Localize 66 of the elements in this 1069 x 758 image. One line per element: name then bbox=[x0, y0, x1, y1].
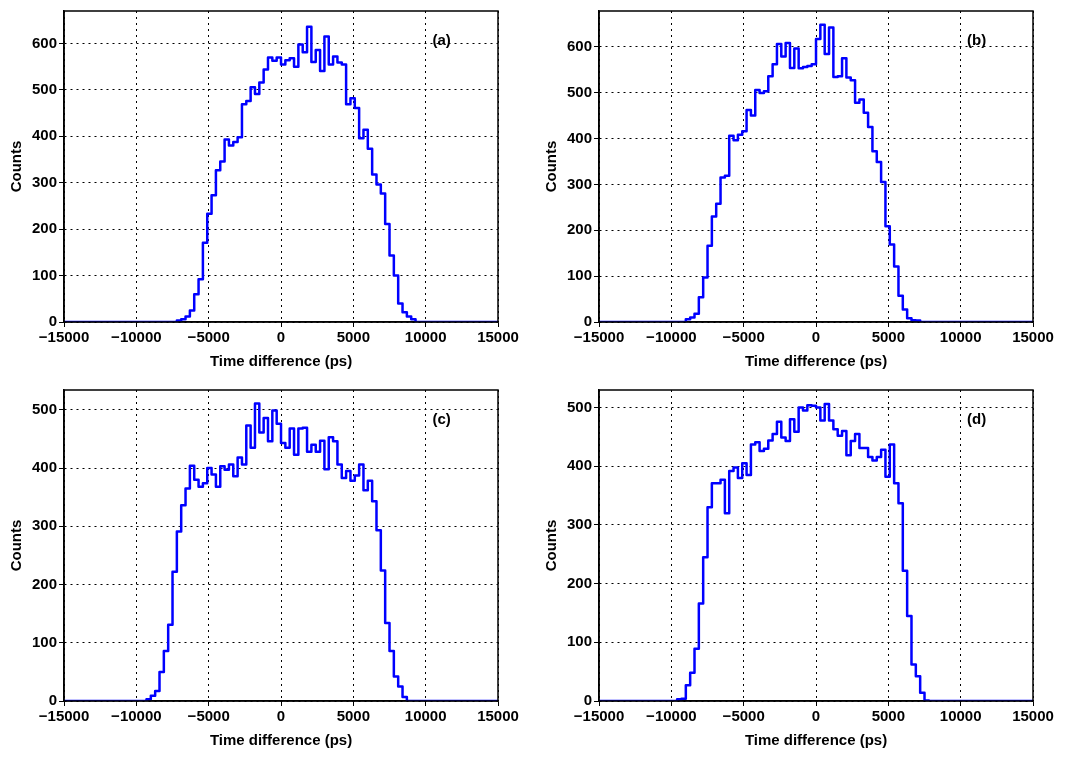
x-tick-label: 5000 bbox=[871, 328, 906, 346]
y-tick-label: 0 bbox=[48, 691, 58, 709]
y-tick-label: 100 bbox=[567, 266, 593, 284]
x-tick-label: 5000 bbox=[336, 328, 371, 346]
y-axis-title: Counts bbox=[7, 140, 25, 193]
y-axis-title: Counts bbox=[542, 140, 560, 193]
y-tick-label: 500 bbox=[567, 82, 593, 100]
y-tick-label: 0 bbox=[583, 312, 593, 330]
annotation: (c) bbox=[432, 410, 451, 428]
x-tick-label: 0 bbox=[276, 707, 286, 725]
x-tick-label: 5000 bbox=[871, 707, 906, 725]
y-tick-label: 400 bbox=[32, 126, 58, 144]
x-tick-label: −10000 bbox=[111, 328, 162, 346]
x-axis-title: Time difference (ps) bbox=[209, 731, 353, 749]
y-tick-label: 200 bbox=[567, 220, 593, 238]
x-tick-label: 15000 bbox=[1012, 707, 1054, 725]
y-tick-label: 300 bbox=[567, 515, 593, 533]
x-tick-label: −5000 bbox=[722, 707, 765, 725]
x-tick-label: 15000 bbox=[477, 328, 519, 346]
x-axis-title: Time difference (ps) bbox=[744, 352, 888, 370]
y-tick-label: 500 bbox=[567, 397, 593, 415]
y-tick-label: 0 bbox=[48, 312, 58, 330]
x-tick-label: 15000 bbox=[477, 707, 519, 725]
y-tick-label: 200 bbox=[567, 573, 593, 591]
x-tick-label: −10000 bbox=[646, 707, 697, 725]
x-tick-label: 10000 bbox=[404, 328, 447, 346]
y-tick-label: 200 bbox=[32, 219, 58, 237]
x-tick-label: 0 bbox=[811, 328, 821, 346]
y-tick-label: 500 bbox=[32, 80, 58, 98]
y-tick-label: 100 bbox=[32, 265, 58, 283]
y-tick-label: 200 bbox=[32, 574, 58, 592]
x-tick-label: −15000 bbox=[573, 328, 625, 346]
y-tick-label: 100 bbox=[567, 632, 593, 650]
x-tick-label: −15000 bbox=[38, 328, 90, 346]
y-tick-label: 300 bbox=[32, 516, 58, 534]
annotation: (d) bbox=[967, 410, 987, 428]
x-axis-title: Time difference (ps) bbox=[209, 352, 353, 370]
annotation: (b) bbox=[967, 31, 987, 49]
x-tick-label: 15000 bbox=[1012, 328, 1054, 346]
x-tick-label: −15000 bbox=[38, 707, 90, 725]
x-tick-label: 10000 bbox=[939, 328, 982, 346]
y-tick-label: 400 bbox=[567, 456, 593, 474]
x-tick-label: −10000 bbox=[111, 707, 162, 725]
y-axis-title: Counts bbox=[542, 519, 560, 572]
x-tick-label: −5000 bbox=[722, 328, 765, 346]
y-tick-label: 300 bbox=[567, 174, 593, 192]
x-tick-label: 0 bbox=[276, 328, 286, 346]
x-tick-label: −10000 bbox=[646, 328, 697, 346]
x-tick-label: 10000 bbox=[939, 707, 982, 725]
x-tick-label: 5000 bbox=[336, 707, 371, 725]
y-tick-label: 0 bbox=[583, 691, 593, 709]
x-tick-label: −15000 bbox=[573, 707, 625, 725]
x-axis-title: Time difference (ps) bbox=[744, 731, 888, 749]
y-tick-label: 400 bbox=[32, 458, 58, 476]
y-tick-label: 600 bbox=[32, 33, 58, 51]
x-tick-label: 0 bbox=[811, 707, 821, 725]
annotation: (a) bbox=[432, 31, 451, 49]
x-tick-label: −5000 bbox=[187, 328, 230, 346]
y-tick-label: 300 bbox=[32, 172, 58, 190]
x-tick-label: 10000 bbox=[404, 707, 447, 725]
y-tick-label: 500 bbox=[32, 399, 58, 417]
y-tick-label: 600 bbox=[567, 36, 593, 54]
y-tick-label: 100 bbox=[32, 632, 58, 650]
y-axis-title: Counts bbox=[7, 519, 25, 572]
y-tick-label: 400 bbox=[567, 128, 593, 146]
x-tick-label: −5000 bbox=[187, 707, 230, 725]
